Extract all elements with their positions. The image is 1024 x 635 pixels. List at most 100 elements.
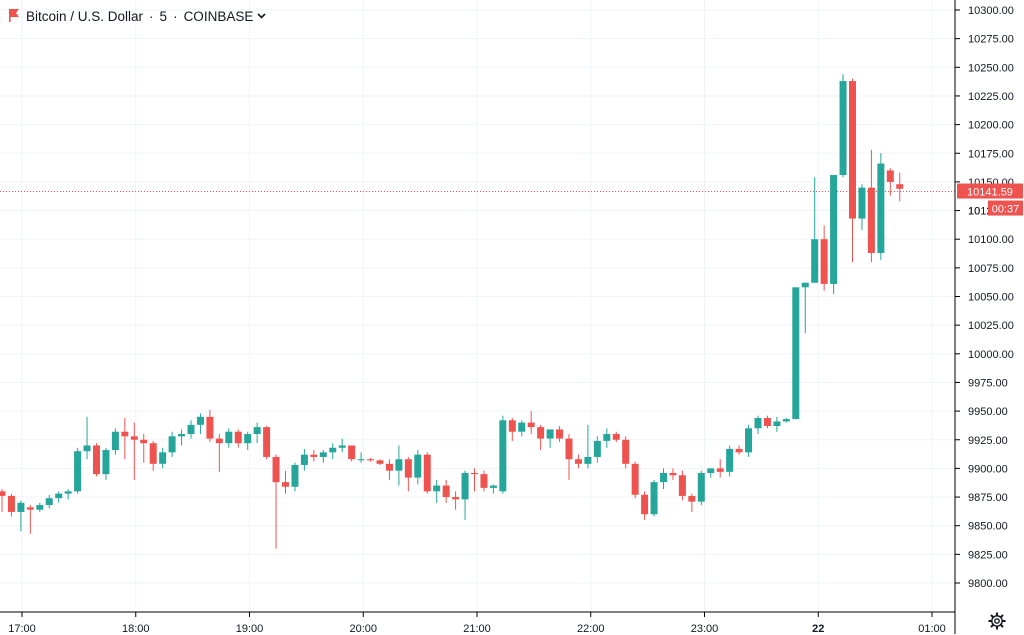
y-tick-label: 10050.00 [968, 292, 1014, 304]
candles [0, 74, 904, 549]
y-tick-label: 10250.00 [968, 62, 1014, 74]
candle-body [830, 175, 838, 284]
x-tick-label: 22 [812, 623, 824, 634]
candle-up [253, 422, 261, 444]
x-tick-label: 20:00 [349, 623, 377, 634]
candle-up [650, 479, 658, 517]
separator: · [173, 8, 178, 24]
candle-up [102, 447, 110, 480]
candle-up [329, 443, 337, 460]
candle-body [225, 431, 233, 444]
candle-up [773, 416, 781, 432]
candle-down [0, 489, 6, 512]
candle-body [102, 450, 110, 475]
candle-up [414, 450, 422, 485]
candle-body [801, 282, 809, 288]
chevron-down-icon[interactable] [257, 11, 266, 22]
symbol-header[interactable]: Bitcoin / U.S. Dollar · 5 · COINBASE [8, 6, 266, 26]
candle-body [329, 447, 337, 453]
candle-body [93, 445, 100, 475]
x-tick-label: 18:00 [122, 623, 150, 634]
candle-body [669, 472, 677, 476]
candle-body [518, 422, 526, 432]
y-tick-label: 10200.00 [968, 120, 1014, 132]
candle-body [187, 424, 195, 435]
candle-down [678, 470, 686, 501]
candle-body [556, 429, 564, 439]
x-tick-label: 17:00 [8, 623, 36, 634]
candle-body [395, 459, 403, 471]
candle-up [745, 424, 753, 457]
candle-down [215, 434, 223, 472]
candle-body [140, 439, 148, 444]
candle-body [877, 163, 885, 253]
candle-body [622, 439, 630, 464]
y-tick-label: 10275.00 [968, 34, 1014, 46]
candle-up [357, 452, 365, 463]
y-tick-label: 10100.00 [968, 234, 1014, 246]
candle-body [650, 482, 658, 515]
countdown-bg [988, 200, 1023, 216]
candle-body [593, 440, 601, 457]
x-tick-label: 19:00 [236, 623, 264, 634]
candle-up [754, 415, 762, 435]
candle-body [660, 472, 667, 483]
candle-up [792, 287, 800, 420]
candle-body [745, 428, 753, 453]
x-tick-label: 21:00 [463, 623, 491, 634]
candle-body [263, 427, 271, 457]
candle-down [130, 422, 138, 480]
interval-label: 5 [159, 8, 168, 24]
candle-body [253, 427, 261, 435]
candle-body [631, 463, 639, 495]
candle-body [452, 497, 460, 500]
candle-body [849, 81, 856, 219]
y-tick-label: 10175.00 [968, 148, 1014, 160]
candle-down [556, 425, 564, 443]
candle-body [196, 416, 204, 425]
candle-up [697, 470, 705, 506]
candle-down [574, 454, 582, 469]
candle-down [385, 459, 393, 480]
candle-up [603, 428, 611, 448]
candle-down [471, 468, 478, 492]
candle-up [726, 445, 734, 477]
candle-body [83, 445, 91, 452]
candle-body [537, 427, 545, 439]
y-tick-label: 10075.00 [968, 263, 1014, 275]
candle-up [196, 413, 204, 435]
candle-body [707, 468, 715, 473]
candle-body [111, 431, 119, 451]
candle-up [64, 489, 72, 500]
candle-down [527, 411, 535, 435]
gear-icon[interactable] [988, 612, 1006, 630]
candle-body [716, 468, 724, 472]
candle-body [527, 422, 535, 428]
candle-body [414, 454, 422, 478]
candle-up [811, 177, 819, 283]
candle-body [754, 417, 762, 429]
candle-down [348, 445, 356, 462]
candle-body [858, 187, 866, 219]
price-tag-partial: 10 [968, 206, 980, 218]
candle-up [877, 153, 885, 260]
candle-body [385, 463, 393, 471]
candle-up [518, 420, 526, 437]
candle-up [55, 491, 63, 503]
candle-down [867, 149, 875, 263]
candle-up [858, 184, 866, 231]
candle-down [622, 436, 630, 469]
candle-body [641, 494, 649, 515]
separator: · [149, 8, 154, 24]
x-tick-label: 22:00 [577, 623, 605, 634]
candle-down [735, 445, 743, 455]
candle-body [546, 429, 554, 439]
axes [0, 0, 960, 634]
y-tick-label: 10000.00 [968, 349, 1014, 361]
candle-down [376, 459, 384, 465]
candle-down [849, 78, 856, 263]
candle-body [7, 495, 15, 512]
candle-body [433, 485, 441, 492]
candle-up [36, 502, 44, 512]
